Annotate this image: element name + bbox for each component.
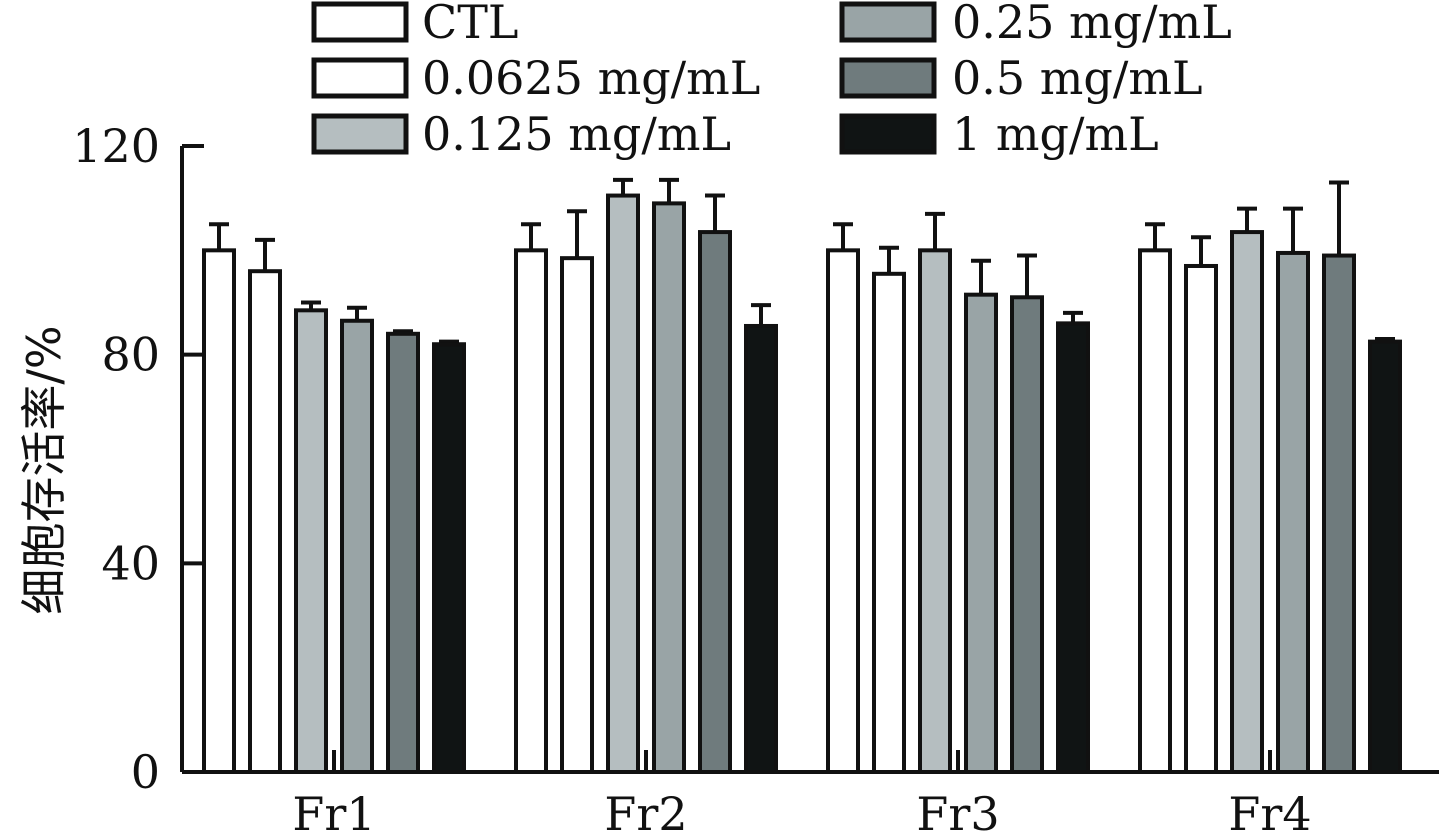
bar — [964, 292, 998, 774]
bar — [432, 342, 466, 774]
y-tick-label: 0 — [131, 745, 160, 799]
bar — [1010, 295, 1044, 774]
y-tick-label: 40 — [101, 536, 160, 590]
legend-label: 1 mg/mL — [952, 107, 1159, 161]
bar — [514, 248, 548, 775]
y-axis-label: 细胞存活率/% — [17, 325, 71, 614]
bar — [652, 201, 686, 774]
x-tick-label: Fr2 — [604, 787, 687, 836]
y-tick-label: 80 — [101, 328, 160, 382]
legend-swatch — [839, 57, 937, 99]
legend-swatch — [839, 113, 937, 155]
bar — [872, 271, 906, 774]
legend-label: CTL — [422, 0, 518, 49]
legend-swatch — [311, 57, 409, 99]
bar — [1184, 263, 1218, 774]
bar — [1056, 321, 1090, 774]
legend-label: 0.0625 mg/mL — [422, 51, 760, 105]
bar — [1138, 248, 1172, 775]
x-tick-label: Fr3 — [916, 787, 999, 836]
bar — [340, 318, 374, 774]
legend-swatch — [311, 113, 409, 155]
bar — [1230, 230, 1264, 774]
legend-label: 0.5 mg/mL — [952, 51, 1203, 105]
bar — [744, 323, 778, 774]
bar — [826, 248, 860, 775]
legend-swatch — [839, 1, 937, 43]
y-tick-label: 120 — [72, 119, 160, 173]
x-tick-label: Fr4 — [1228, 787, 1311, 836]
x-tick-label: Fr1 — [292, 787, 375, 836]
axes: 0 40 80 120 Fr1 Fr2 Fr3 Fr4 — [72, 119, 1439, 836]
bars — [202, 177, 1402, 775]
legend-label: 0.125 mg/mL — [422, 107, 731, 161]
bar — [698, 230, 732, 774]
legend-swatch — [311, 1, 409, 43]
bar — [918, 248, 952, 775]
legend-label: 0.25 mg/mL — [952, 0, 1232, 49]
bar — [560, 256, 594, 774]
bar — [1276, 250, 1310, 775]
bar — [386, 331, 420, 774]
bar — [202, 248, 236, 775]
bar — [1368, 339, 1402, 774]
bar — [294, 308, 328, 774]
bar — [606, 193, 640, 774]
bar — [1322, 253, 1356, 775]
bar — [248, 269, 282, 774]
